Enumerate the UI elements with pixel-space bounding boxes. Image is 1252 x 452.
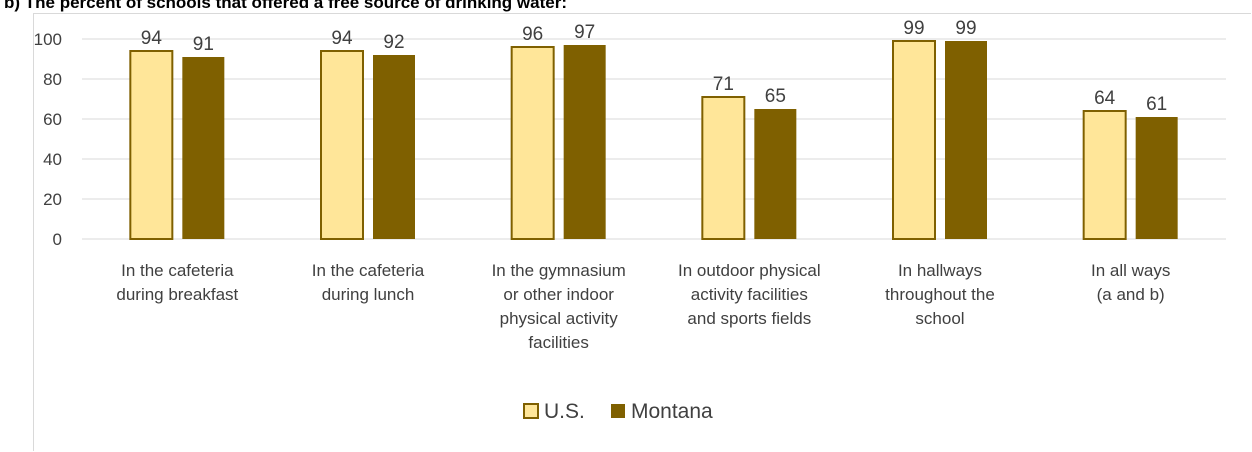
x-tick-label: throughout the xyxy=(885,285,995,304)
legend-label-montana: Montana xyxy=(631,400,713,423)
y-tick-label: 20 xyxy=(43,190,62,209)
y-tick-label: 80 xyxy=(43,70,62,89)
x-axis: In the cafeteria during breakfast In the c… xyxy=(116,261,1170,352)
bar-us xyxy=(320,50,364,240)
data-label-us: 94 xyxy=(331,28,353,49)
data-label-montana: 61 xyxy=(1146,94,1167,115)
bar-montana xyxy=(754,109,797,239)
bar-us xyxy=(129,50,174,240)
x-tick-label: and sports fields xyxy=(687,309,811,328)
bar-us xyxy=(892,40,936,240)
data-label-montana: 97 xyxy=(574,22,595,43)
legend-swatch-montana xyxy=(611,404,625,418)
x-tick-label: In the cafeteria xyxy=(312,261,425,280)
chart-frame xyxy=(33,13,1251,451)
bar-montana xyxy=(182,57,225,239)
bar-montana xyxy=(373,55,415,239)
x-tick-label: In all ways xyxy=(1091,261,1170,280)
x-tick-label: In the cafeteria xyxy=(121,261,234,280)
x-tick-label: school xyxy=(915,309,964,328)
bar-us xyxy=(510,46,555,240)
x-tick-label: during breakfast xyxy=(116,285,238,304)
x-tick-label: activity facilities xyxy=(691,285,808,304)
legend: U.S. Montana xyxy=(523,400,713,423)
data-label-montana: 65 xyxy=(765,86,786,107)
data-label-us: 64 xyxy=(1094,88,1116,109)
legend-label-us: U.S. xyxy=(544,400,585,423)
y-tick-label: 0 xyxy=(53,230,62,249)
data-label-montana: 92 xyxy=(383,32,404,53)
x-tick-label: (a and b) xyxy=(1097,285,1165,304)
data-label-us: 71 xyxy=(713,74,734,95)
x-tick-label: In the gymnasium xyxy=(492,261,626,280)
x-tick-label: In outdoor physical xyxy=(678,261,821,280)
data-label-us: 99 xyxy=(903,18,924,39)
data-label-montana: 99 xyxy=(955,18,976,39)
data-label-montana: 91 xyxy=(193,34,214,55)
x-tick-label: In hallways xyxy=(898,261,982,280)
x-tick-label: during lunch xyxy=(322,285,415,304)
bars: 94 91 94 92 96 97 71 65 99 99 64 61 xyxy=(129,18,1178,240)
x-tick-label: facilities xyxy=(528,333,588,352)
data-label-us: 96 xyxy=(522,24,543,45)
chart-title: b) The percent of schools that offered a… xyxy=(4,0,567,12)
data-label-us: 94 xyxy=(141,28,163,49)
gridlines xyxy=(82,38,1226,240)
bar-montana xyxy=(563,45,606,239)
y-tick-label: 60 xyxy=(43,110,62,129)
legend-swatch-us xyxy=(523,403,539,419)
x-tick-label: or other indoor xyxy=(503,285,614,304)
bar-us xyxy=(1082,110,1127,240)
bar-montana xyxy=(945,41,987,239)
y-tick-label: 100 xyxy=(34,30,62,49)
x-tick-label: physical activity xyxy=(500,309,619,328)
bar-us xyxy=(701,96,746,240)
y-axis: 0 20 40 60 80 100 xyxy=(34,30,62,249)
bar-montana xyxy=(1135,117,1178,239)
y-tick-label: 40 xyxy=(43,150,62,169)
